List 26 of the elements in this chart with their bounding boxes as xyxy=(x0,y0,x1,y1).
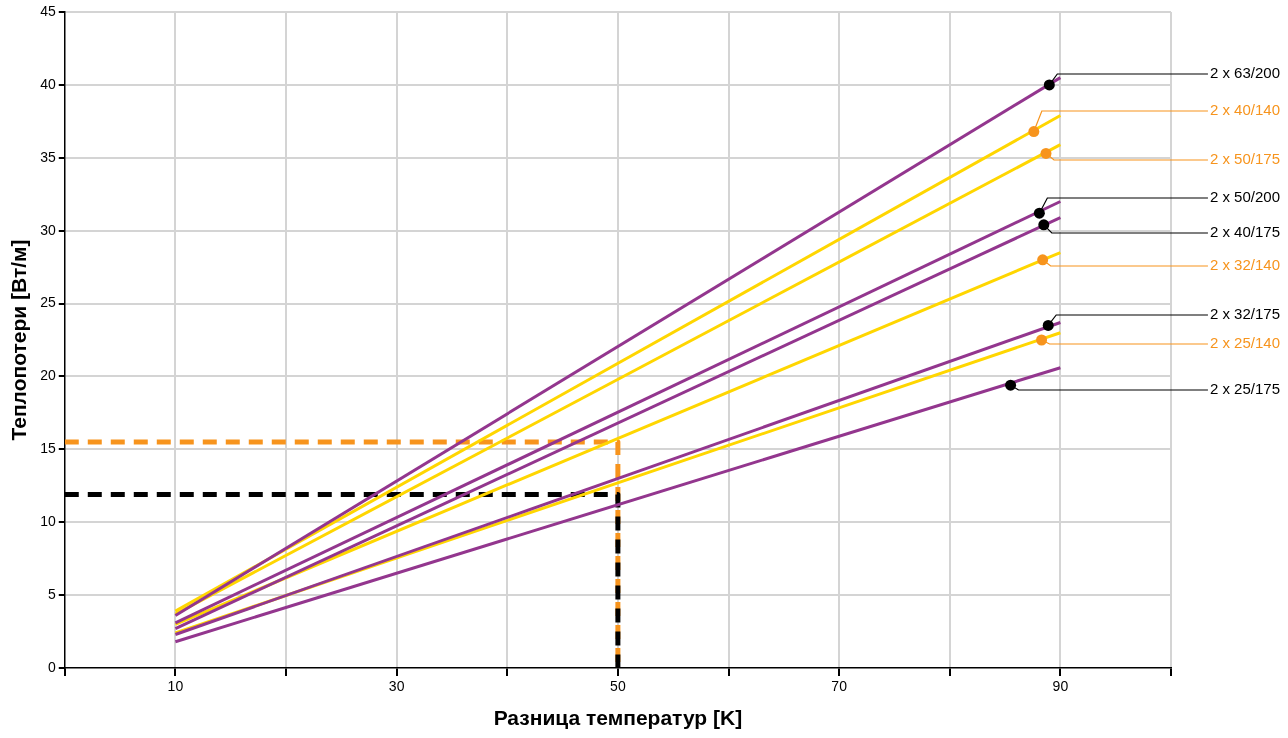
y-tick-label: 25 xyxy=(40,294,56,311)
y-tick-label: 20 xyxy=(40,367,56,384)
y-tick-label: 35 xyxy=(40,148,56,165)
y-tick-label: 30 xyxy=(40,221,56,238)
y-tick-label: 45 xyxy=(40,2,56,19)
x-tick-label: 70 xyxy=(831,678,848,695)
y-tick-label: 5 xyxy=(47,585,56,602)
x-tick-label: 10 xyxy=(167,678,184,695)
y-tick-label: 10 xyxy=(40,513,56,530)
annotation: 2 x 40/140 xyxy=(1209,101,1280,119)
annotation: 2 x 32/140 xyxy=(1209,256,1280,274)
annotation: 2 x 25/175 xyxy=(1209,380,1280,398)
x-tick-label: 50 xyxy=(610,678,626,695)
annotation: 2 x 25/140 xyxy=(1209,334,1280,352)
y-axis-title: Теплопотери [Вт/м] xyxy=(7,239,31,441)
annotation: 2 x 50/175 xyxy=(1209,150,1280,168)
annotation: 2 x 50/200 xyxy=(1209,188,1280,206)
x-tick-label: 30 xyxy=(388,678,405,695)
x-tick-label: 90 xyxy=(1052,678,1069,695)
x-axis-title: Разница температур [K] xyxy=(493,706,743,730)
y-tick-label: 15 xyxy=(40,440,56,457)
y-tick-label: 40 xyxy=(40,75,56,92)
annotation: 2 x 63/200 xyxy=(1209,64,1280,82)
annotation: 2 x 32/175 xyxy=(1209,305,1280,323)
annotation: 2 x 40/175 xyxy=(1209,223,1280,241)
y-tick-label: 0 xyxy=(47,658,56,675)
